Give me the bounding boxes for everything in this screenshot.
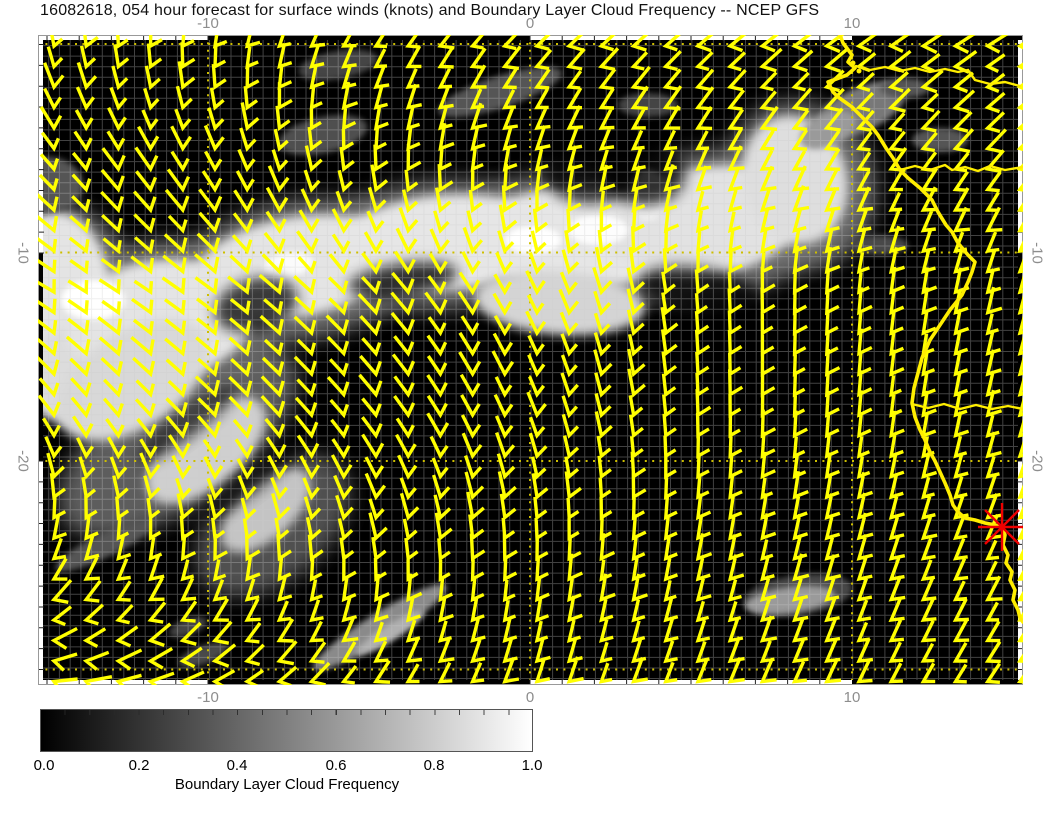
location-star-marker: [978, 503, 1023, 551]
bottom-axis-tick-label: 0: [525, 689, 535, 706]
colorbar-tick-label: 0.8: [423, 757, 445, 774]
top-axis-tick-label: 10: [843, 15, 861, 32]
river: [966, 68, 1022, 88]
colorbar-tick-label: 0.2: [128, 757, 150, 774]
cloud-frequency-shading: [38, 49, 968, 671]
colorbar-tick-label: 0.6: [325, 757, 347, 774]
colorbar-tick-label: 1.0: [521, 757, 543, 774]
colorbar-ticks: [41, 710, 532, 715]
colorbar-caption: Boundary Layer Cloud Frequency: [174, 776, 400, 793]
right-axis-tick-label: -20: [1028, 450, 1046, 472]
island: [856, 68, 862, 74]
river: [910, 402, 1023, 411]
top-axis-tick-label: -10: [197, 15, 219, 32]
forecast-map: [38, 35, 1023, 685]
coastline: [826, 35, 1023, 624]
graticule: [38, 35, 1023, 685]
island: [850, 60, 856, 66]
river: [898, 163, 1023, 173]
wind-barbs: [38, 35, 1023, 685]
bottom-axis-tick-label: -10: [197, 689, 219, 706]
bottom-axis-tick-label: 10: [843, 689, 861, 706]
colorbar-tick-label: 0.0: [33, 757, 55, 774]
river: [854, 64, 970, 74]
right-axis-tick-label: -10: [1028, 242, 1046, 264]
page-title: 16082618, 054 hour forecast for surface …: [40, 2, 820, 19]
left-axis-tick-label: -20: [14, 450, 32, 472]
left-axis-tick-label: -10: [14, 242, 32, 264]
colorbar-tick-label: 0.4: [226, 757, 248, 774]
wind-cloud-plot: [38, 35, 1023, 685]
top-axis-tick-label: 0: [525, 15, 535, 32]
cloud-frequency-colorbar: [40, 709, 533, 752]
